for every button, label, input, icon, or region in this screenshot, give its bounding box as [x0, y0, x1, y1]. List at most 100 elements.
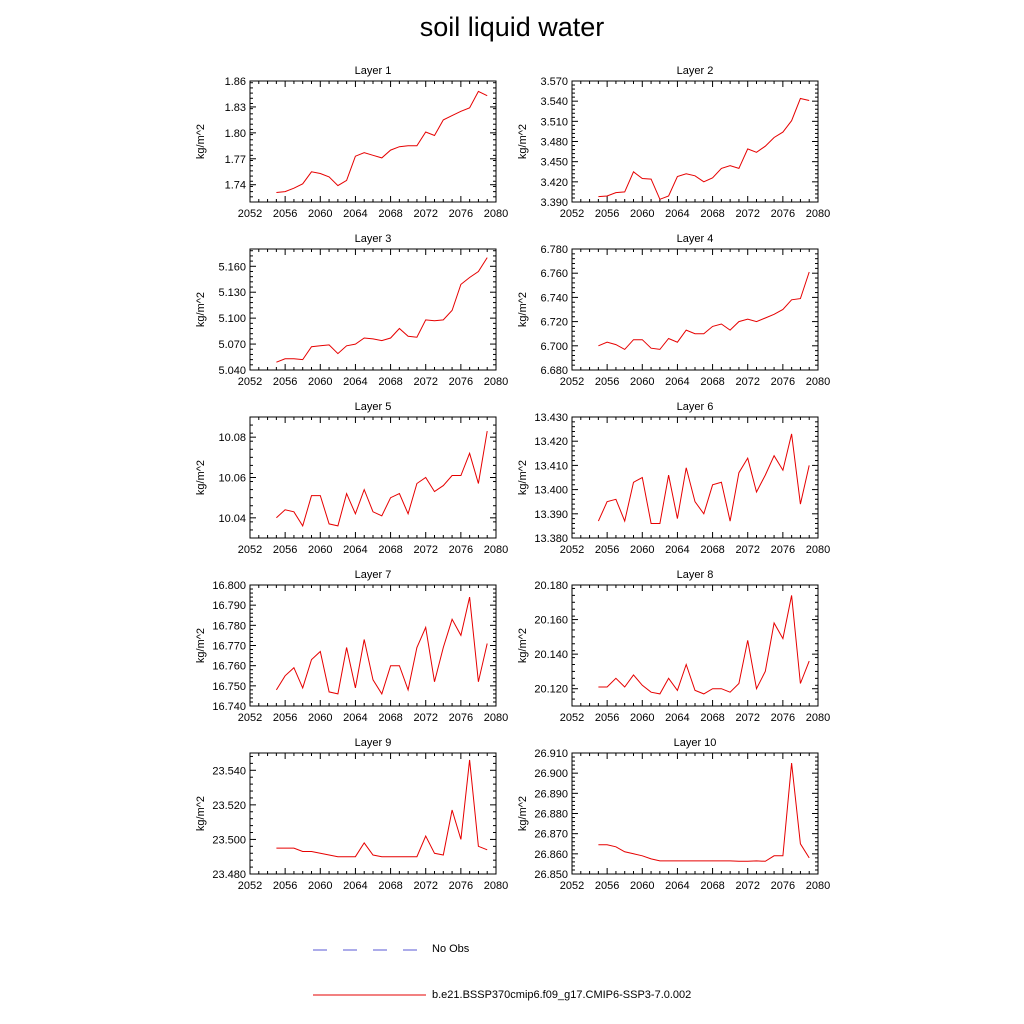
x-tick-label: 2064 [343, 544, 367, 556]
x-tick-label: 2060 [308, 376, 332, 388]
x-tick-label: 2080 [484, 712, 508, 724]
x-tick-label: 2064 [343, 376, 367, 388]
y-tick-label: 3.540 [540, 96, 568, 108]
y-tick-label: 6.720 [540, 317, 568, 329]
y-axis-label: kg/m^2 [517, 124, 529, 159]
y-tick-label: 26.860 [534, 849, 568, 861]
y-axis-label: kg/m^2 [517, 796, 529, 831]
x-tick-label: 2076 [449, 544, 473, 556]
x-tick-label: 2076 [449, 712, 473, 724]
x-tick-label: 2072 [735, 712, 759, 724]
y-tick-label: 5.070 [218, 339, 246, 351]
y-tick-label: 26.910 [534, 748, 568, 760]
y-tick-label: 20.120 [534, 684, 568, 696]
legend-obs-label: No Obs [432, 943, 470, 955]
y-tick-label: 23.540 [212, 765, 246, 777]
x-tick-label: 2080 [484, 376, 508, 388]
y-tick-label: 1.83 [225, 102, 246, 114]
x-tick-label: 2060 [630, 208, 654, 220]
plot-frame [249, 248, 497, 371]
y-tick-label: 16.740 [212, 701, 246, 713]
x-tick-label: 2072 [413, 712, 437, 724]
y-tick-label: 16.760 [212, 661, 246, 673]
y-tick-label: 10.08 [218, 432, 246, 444]
x-tick-label: 2056 [273, 880, 297, 892]
panel-title: Layer 9 [355, 737, 392, 749]
plot-frame [571, 248, 819, 371]
x-tick-label: 2052 [238, 544, 262, 556]
legend-model-label: b.e21.BSSP370cmip6.f09_g17.CMIP6-SSP3-7.… [432, 989, 692, 1001]
y-tick-label: 5.100 [218, 313, 246, 325]
y-tick-label: 3.570 [540, 76, 568, 88]
plot-frame [249, 752, 497, 875]
y-axis-label: kg/m^2 [517, 460, 529, 495]
plot-frame [249, 80, 497, 203]
y-axis-label: kg/m^2 [517, 292, 529, 327]
page-title: soil liquid water [419, 12, 605, 42]
panel-title: Layer 2 [677, 65, 714, 77]
x-tick-label: 2060 [630, 376, 654, 388]
x-tick-label: 2064 [343, 712, 367, 724]
x-tick-label: 2052 [238, 880, 262, 892]
x-tick-label: 2060 [308, 712, 332, 724]
x-tick-label: 2072 [735, 208, 759, 220]
x-tick-label: 2076 [771, 712, 795, 724]
y-axis-label: kg/m^2 [195, 628, 207, 663]
y-tick-label: 6.780 [540, 244, 568, 256]
x-tick-label: 2056 [273, 544, 297, 556]
x-tick-label: 2072 [735, 544, 759, 556]
y-tick-label: 5.040 [218, 365, 246, 377]
x-tick-label: 2080 [484, 208, 508, 220]
panel-title: Layer 7 [355, 569, 392, 581]
y-tick-label: 23.520 [212, 800, 246, 812]
series-line [598, 763, 810, 862]
x-tick-label: 2064 [343, 208, 367, 220]
y-tick-label: 3.450 [540, 157, 568, 169]
x-tick-label: 2068 [700, 376, 724, 388]
y-tick-label: 20.160 [534, 615, 568, 627]
x-tick-label: 2068 [378, 208, 402, 220]
y-tick-label: 13.400 [534, 485, 568, 497]
x-tick-label: 2052 [560, 544, 584, 556]
panel-layer-9: Layer 9 2052 2056 2060 2064 2068 2072 2076 2080 2… [195, 737, 508, 892]
y-axis-label: kg/m^2 [195, 460, 207, 495]
x-tick-label: 2056 [273, 208, 297, 220]
x-tick-label: 2068 [700, 544, 724, 556]
x-tick-label: 2080 [806, 208, 830, 220]
x-tick-label: 2064 [665, 880, 689, 892]
x-tick-label: 2064 [665, 712, 689, 724]
panel-title: Layer 4 [677, 233, 714, 245]
panel-title: Layer 5 [355, 401, 392, 413]
x-tick-label: 2056 [595, 712, 619, 724]
x-tick-label: 2080 [484, 880, 508, 892]
y-tick-label: 23.480 [212, 869, 246, 881]
x-tick-label: 2060 [308, 544, 332, 556]
y-tick-label: 13.430 [534, 412, 568, 424]
series-line [598, 595, 810, 695]
x-tick-label: 2064 [665, 376, 689, 388]
x-tick-label: 2052 [238, 712, 262, 724]
panel-layer-8: Layer 8 2052 2056 2060 2064 2068 2072 2076 2080 2… [517, 569, 830, 724]
x-tick-label: 2064 [343, 880, 367, 892]
panel-title: Layer 1 [355, 65, 392, 77]
x-tick-label: 2068 [378, 712, 402, 724]
x-tick-label: 2072 [413, 544, 437, 556]
y-tick-label: 6.740 [540, 292, 568, 304]
y-tick-label: 1.74 [225, 180, 246, 192]
x-tick-label: 2052 [238, 208, 262, 220]
panel-layer-6: Layer 6 2052 2056 2060 2064 2068 2072 2076 2080 1… [517, 401, 830, 556]
y-tick-label: 26.900 [534, 768, 568, 780]
series-line [597, 433, 810, 524]
y-tick-label: 3.390 [540, 197, 568, 209]
x-tick-label: 2060 [308, 880, 332, 892]
series-line [598, 97, 810, 200]
x-tick-label: 2068 [378, 376, 402, 388]
x-tick-label: 2064 [665, 544, 689, 556]
x-tick-label: 2060 [630, 544, 654, 556]
y-tick-label: 16.770 [212, 641, 246, 653]
y-tick-label: 13.410 [534, 460, 568, 472]
plot-frame [571, 80, 819, 203]
y-tick-label: 1.77 [225, 154, 246, 166]
panel-title: Layer 8 [677, 569, 714, 581]
panel-layer-5: Layer 5 2052 2056 2060 2064 2068 2072 2076 2080 1… [195, 401, 508, 556]
